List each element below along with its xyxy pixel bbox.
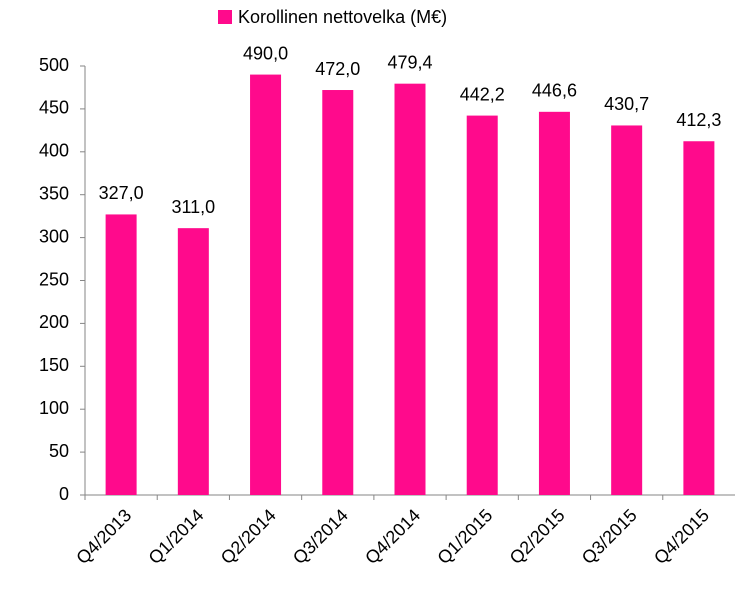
value-label: 490,0 bbox=[243, 43, 288, 63]
value-label: 327,0 bbox=[99, 183, 144, 203]
bar bbox=[250, 74, 282, 495]
value-label: 479,4 bbox=[387, 52, 432, 72]
y-tick-label: 0 bbox=[59, 484, 69, 504]
x-tick-label: Q4/2014 bbox=[361, 505, 424, 568]
value-label: 472,0 bbox=[315, 59, 360, 79]
bar bbox=[611, 125, 643, 495]
legend-label: Korollinen nettovelka (M€) bbox=[238, 7, 447, 27]
y-tick-label: 350 bbox=[39, 183, 69, 203]
y-tick-label: 450 bbox=[39, 98, 69, 118]
value-label: 442,2 bbox=[460, 84, 505, 104]
y-tick-label: 200 bbox=[39, 312, 69, 332]
bar bbox=[322, 90, 354, 496]
bar bbox=[394, 83, 426, 495]
x-tick-label: Q2/2014 bbox=[217, 505, 280, 568]
x-tick-label: Q4/2013 bbox=[72, 505, 135, 568]
x-tick-label: Q4/2015 bbox=[650, 505, 713, 568]
value-label: 430,7 bbox=[604, 94, 649, 114]
value-label: 311,0 bbox=[171, 197, 215, 217]
bar bbox=[177, 228, 209, 496]
y-tick-label: 50 bbox=[49, 441, 69, 461]
value-label: 412,3 bbox=[676, 110, 721, 130]
y-tick-label: 100 bbox=[39, 398, 69, 418]
x-tick-label: Q3/2014 bbox=[289, 505, 352, 568]
value-label: 446,6 bbox=[532, 81, 577, 101]
y-tick-label: 250 bbox=[39, 269, 69, 289]
legend-swatch bbox=[218, 10, 232, 24]
y-tick-label: 300 bbox=[39, 226, 69, 246]
x-tick-label: Q3/2015 bbox=[578, 505, 641, 568]
bar bbox=[683, 141, 715, 496]
bar bbox=[105, 214, 137, 495]
x-tick-label: Q2/2015 bbox=[506, 505, 569, 568]
bar bbox=[466, 115, 498, 495]
y-tick-label: 400 bbox=[39, 141, 69, 161]
y-tick-label: 150 bbox=[39, 355, 69, 375]
bar bbox=[538, 111, 570, 495]
y-tick-label: 500 bbox=[39, 55, 69, 75]
x-tick-label: Q1/2015 bbox=[433, 505, 496, 568]
x-tick-label: Q1/2014 bbox=[145, 505, 208, 568]
